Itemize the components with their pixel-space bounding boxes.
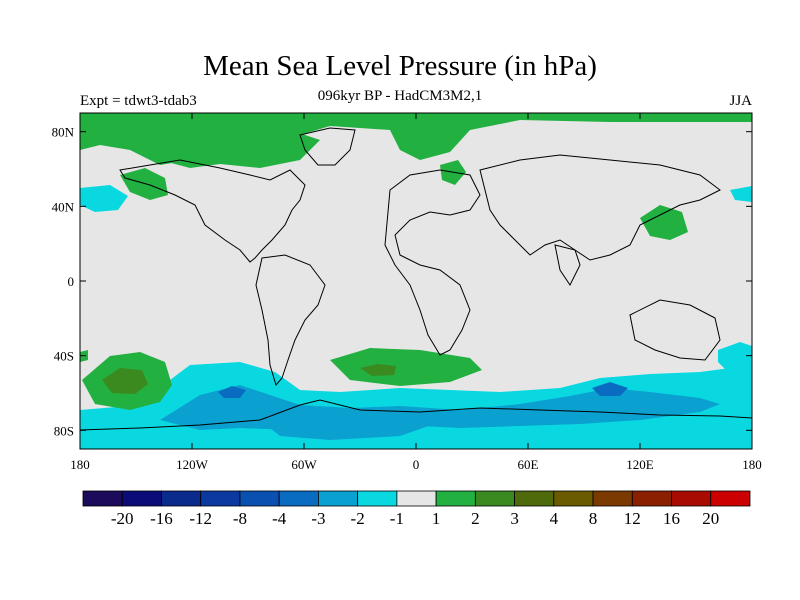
asia-coastline [479,154,721,261]
y-tick-label: 0 [68,274,75,289]
east-australia-negative-region [718,342,752,374]
y-tick-label: 40S [54,349,74,364]
y-tick-label: 80S [54,423,74,438]
colorbar-label: 20 [702,509,719,528]
colorbar-swatch [671,490,712,507]
colorbar-label: -2 [351,509,365,528]
map-title: Mean Sea Level Pressure (in hPa) [203,50,597,82]
colorbar-swatch [82,490,123,507]
india-coastline [554,244,581,286]
x-tick-label: 180 [742,457,762,472]
colorbar-swatch [357,490,398,507]
colorbar-label: 3 [510,509,519,528]
colorbar-swatch [592,490,633,507]
x-tick-label: 60E [518,457,539,472]
colorbar-swatch [474,490,515,507]
antarctica-coastline [80,399,752,431]
colorbar-label: -20 [111,509,134,528]
colorbar-labels: -20 -16 -12 -8 -4 -3 -2 -1 1 2 3 4 8 12 16 20 [111,509,719,528]
x-tick-label: 120W [176,457,209,472]
colorbar-swatch [553,490,594,507]
colorbar-swatch [435,490,476,507]
northwest-pacific-negative-region [730,186,752,202]
greenland-coastline [299,127,356,166]
colorbar-swatch [396,490,437,507]
south-america-coastline [255,254,326,387]
colorbar-label: -3 [311,509,325,528]
x-axis-ticks: 180 120W 60W 0 60E 120E 180 [70,113,762,472]
east-asia-positive-region [640,205,688,240]
x-tick-label: 180 [70,457,90,472]
greenland-positive-region [150,122,320,168]
colorbar-label: 16 [663,509,680,528]
colorbar-swatch [514,490,555,507]
colorbar-swatch [318,490,359,507]
colorbar-label: 1 [432,509,441,528]
antarctic-negative-region [250,412,440,440]
colorbar-label: 8 [589,509,598,528]
pressure-anomaly-fields [80,113,752,449]
colorbar-swatch [631,490,672,507]
colorbar-label: -8 [233,509,247,528]
southern-ocean-core-negative-region-2 [592,382,628,396]
north-pacific-positive-region [120,168,168,200]
map-subtitle: 096kyr BP - HadCM3M2,1 [317,88,483,104]
y-tick-label: 80N [52,125,75,140]
experiment-label: Expt = tdwt3-tdab3 [80,93,197,109]
x-tick-label: 60W [291,457,317,472]
x-tick-label: 0 [413,457,420,472]
colorbar-swatch [200,490,241,507]
colorbar-swatch [121,490,162,507]
colorbar-label: -16 [150,509,173,528]
colorbar [82,490,751,507]
arctic-positive-region [80,113,752,165]
season-label: JJA [729,93,752,109]
colorbar-label: -4 [272,509,287,528]
coastlines [80,127,752,431]
colorbar-label: 2 [471,509,480,528]
x-tick-label: 120E [626,457,654,472]
colorbar-label: 4 [550,509,559,528]
australia-coastline [629,299,721,361]
north-america-coastline [119,159,306,263]
colorbar-swatch [239,490,280,507]
colorbar-label: -12 [189,509,212,528]
northeast-pacific-negative-region [80,185,128,212]
colorbar-swatch [161,490,202,507]
south-pacific-core-positive-region [102,368,148,394]
europe-africa-coastline [384,169,481,356]
y-tick-label: 40N [52,199,75,214]
southern-ocean-core-negative-region-1 [218,386,246,398]
colorbar-swatch [710,490,751,507]
colorbar-label: -1 [390,509,404,528]
colorbar-swatch [278,490,319,507]
colorbar-label: 12 [624,509,641,528]
south-atlantic-positive-region [330,348,482,386]
y-axis-ticks: 80N 40N 0 40S 80S [52,125,752,438]
south-atlantic-core-positive-region [360,364,396,376]
